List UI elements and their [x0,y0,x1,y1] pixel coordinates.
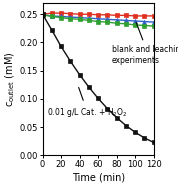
Y-axis label: c$_\mathregular{outlet}$ (mM): c$_\mathregular{outlet}$ (mM) [3,51,17,107]
Text: blank and leaching
experiments: blank and leaching experiments [112,22,178,65]
X-axis label: Time (min): Time (min) [72,172,125,182]
Text: 0.01 g/L Cat. + H$_2$O$_2$: 0.01 g/L Cat. + H$_2$O$_2$ [47,88,128,119]
